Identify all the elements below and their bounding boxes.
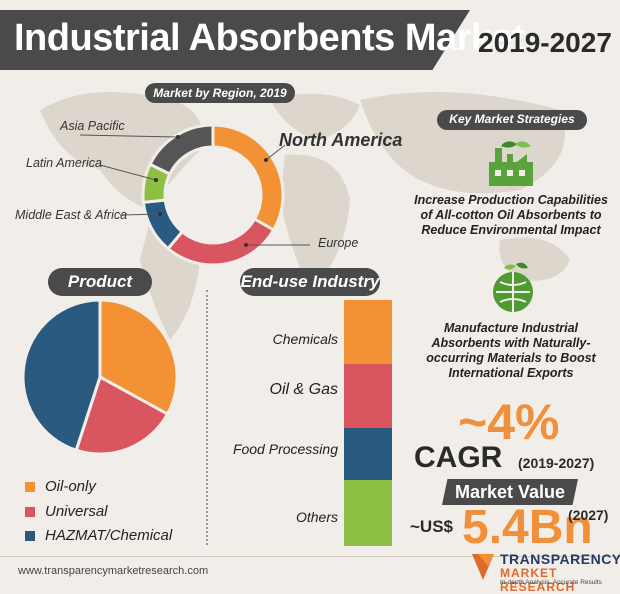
legend-label-hazmat: HAZMAT/Chemical xyxy=(45,527,173,544)
legend-label-universal: Universal xyxy=(45,503,108,520)
product-pie-chart xyxy=(21,300,179,456)
product-pie-layer xyxy=(21,300,179,456)
region-leader-lines xyxy=(79,134,310,246)
dot-asia-pacific xyxy=(176,135,180,139)
slice-universal xyxy=(74,374,170,456)
leader-north-america xyxy=(265,144,286,161)
industry-label-others: Others xyxy=(295,509,338,525)
tmr-logo-icon xyxy=(472,554,494,580)
strategies-pill xyxy=(437,110,587,130)
section-divider xyxy=(206,290,208,545)
strategies-label: Key Market Strategies xyxy=(449,112,575,126)
market-value-prefix: ~US$ xyxy=(410,517,453,536)
cagr-value: ~4% xyxy=(458,394,560,450)
globe-leaf-icon xyxy=(493,262,533,312)
industry-label-food: Food Processing xyxy=(232,441,338,457)
label-mea: Middle East & Africa xyxy=(15,208,128,222)
footer-url[interactable]: www.transparencymarketresearch.com xyxy=(18,565,209,577)
end-use-section-label: End-use Industry xyxy=(240,268,380,296)
market-value-year: (2027) xyxy=(568,507,609,523)
industry-bar-oil-gas xyxy=(344,364,392,428)
legend-swatch-universal xyxy=(25,507,35,518)
slice-hazmat-chemical xyxy=(21,300,102,453)
legend-oil-only: Oil-only xyxy=(25,478,96,495)
label-asia-pacific: Asia Pacific xyxy=(60,119,125,133)
leader-latin-america xyxy=(99,164,157,181)
region-section-label: Market by Region, 2019 xyxy=(145,83,295,103)
year-range: 2019-2027 xyxy=(478,27,612,58)
page-title: Industrial Absorbents Market xyxy=(14,17,525,59)
leader-mea xyxy=(119,213,161,216)
industry-bar-food xyxy=(344,428,392,480)
brand-tagline: In-depth Analysis. Accurate Results xyxy=(500,579,602,586)
industry-label-oil-gas: Oil & Gas xyxy=(269,381,338,398)
legend-label-oil-only: Oil-only xyxy=(45,478,96,495)
cagr-label: CAGR xyxy=(414,441,503,474)
title-banner xyxy=(0,10,470,70)
strategy-1-text: Increase Production Capabilities of All-… xyxy=(414,193,608,237)
dot-north-america xyxy=(264,158,268,162)
slice-north-america xyxy=(211,123,285,233)
dot-europe xyxy=(244,243,248,247)
footer-divider xyxy=(0,556,620,557)
legend-hazmat: HAZMAT/Chemical xyxy=(25,527,172,544)
dot-latin-america xyxy=(154,178,158,182)
cagr-years: (2019-2027) xyxy=(518,455,595,471)
industry-label-chemicals: Chemicals xyxy=(272,331,338,347)
industry-bar-others xyxy=(344,480,392,546)
brand-line-1: TRANSPARENCY xyxy=(500,551,620,567)
label-latin-america: Latin America xyxy=(26,156,102,170)
market-value-label: Market Value xyxy=(442,479,578,505)
slice-europe xyxy=(165,216,276,267)
leader-asia-pacific xyxy=(79,134,179,138)
factory-icon xyxy=(489,141,533,186)
legend-universal: Universal xyxy=(25,503,108,520)
market-value-amount: 5.4Bn xyxy=(462,501,593,554)
industry-bar-chemicals xyxy=(344,300,392,364)
strategy-2-text: Manufacture Industrial Absorbents with N… xyxy=(426,321,596,380)
label-europe: Europe xyxy=(318,236,359,250)
legend-swatch-hazmat xyxy=(25,531,35,542)
region-leader-dots xyxy=(154,135,268,247)
slice-asia-pacific xyxy=(148,123,215,176)
legend-swatch-oil-only xyxy=(25,482,35,493)
region-donut-chart xyxy=(141,123,285,267)
dot-mea xyxy=(158,212,162,216)
label-north-america: North America xyxy=(279,130,403,150)
product-section-label: Product xyxy=(48,268,152,296)
slice-oil-only xyxy=(98,300,179,417)
